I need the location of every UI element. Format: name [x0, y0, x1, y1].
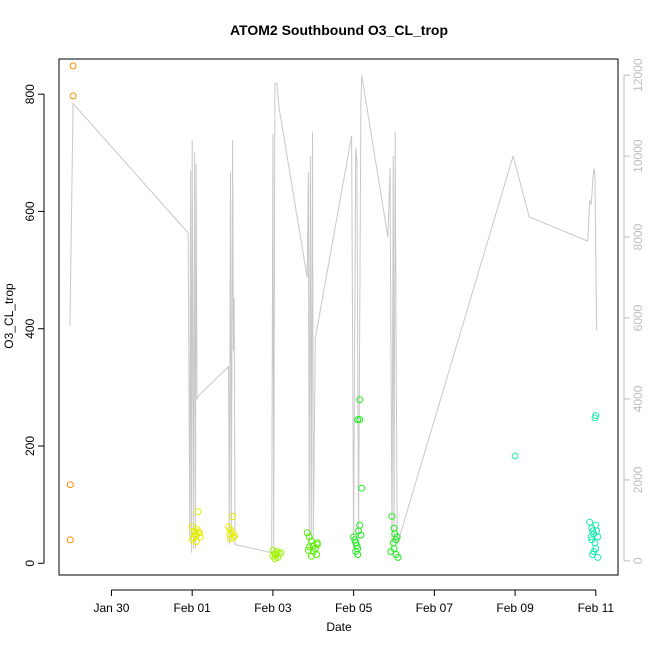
data-point — [586, 518, 594, 526]
x-tick-label: Jan 30 — [93, 601, 129, 615]
data-point — [356, 521, 364, 529]
y2-tick-label: 2000 — [631, 466, 645, 493]
data-point — [511, 452, 519, 460]
data-point — [356, 396, 364, 404]
axes-layer: Jan 30 Feb 01 Feb 03 Feb 05 Feb 07 Feb 09 Feb … — [23, 58, 645, 615]
y-tick-label: 800 — [23, 84, 37, 104]
y-tick-label: 200 — [23, 436, 37, 456]
data-point — [354, 416, 362, 424]
plot-frame — [58, 58, 619, 576]
data-point — [269, 546, 277, 554]
y2-tick-label: 8000 — [631, 223, 645, 250]
plot-border — [58, 58, 619, 576]
data-point — [66, 481, 74, 489]
data-point — [66, 536, 74, 544]
y2-tick-label: 10000 — [631, 139, 645, 173]
data-point — [594, 533, 602, 541]
data-point — [589, 551, 597, 558]
x-tick-label: Feb 05 — [335, 601, 373, 615]
data-point — [69, 62, 77, 70]
data-point — [594, 553, 602, 561]
x-tick-label: Feb 03 — [254, 601, 292, 615]
x-axis-label: Date — [326, 620, 352, 634]
data-point — [188, 536, 196, 544]
data-point — [313, 539, 321, 547]
data-point — [388, 512, 396, 520]
data-point — [351, 536, 359, 544]
data-point — [196, 533, 204, 541]
data-point — [192, 538, 200, 546]
y2-tick-label: 0 — [631, 557, 645, 564]
x-tick-label: Feb 11 — [578, 601, 615, 615]
x-tick-label: Feb 09 — [496, 601, 534, 615]
data-point — [196, 529, 203, 537]
data-point — [393, 533, 401, 541]
data-point — [307, 552, 315, 560]
line-series — [69, 75, 598, 554]
y2-tick-label: 4000 — [631, 385, 645, 412]
data-point — [69, 92, 77, 100]
data-point — [358, 484, 366, 492]
data-point — [303, 529, 311, 537]
y-tick-label: 400 — [23, 318, 37, 338]
line-series-layer — [69, 75, 598, 554]
x-tick-label: Feb 01 — [174, 601, 212, 615]
y-tick-label: 0 — [23, 560, 37, 567]
data-point — [356, 416, 364, 424]
points-layer — [66, 62, 602, 563]
data-point — [587, 533, 595, 541]
y2-tick-label: 6000 — [631, 304, 645, 331]
data-point — [226, 530, 234, 538]
y2-tick-label: 12000 — [631, 58, 645, 92]
data-point — [387, 548, 395, 555]
data-point — [305, 543, 313, 551]
data-point — [271, 555, 279, 563]
data-point — [194, 508, 202, 516]
y-tick-label: 600 — [23, 201, 37, 221]
data-point — [357, 531, 365, 539]
data-point — [229, 534, 237, 541]
data-point — [277, 549, 285, 557]
y-axis-label: O3_CL_trop — [2, 283, 16, 349]
chart-title: ATOM2 Southbound O3_CL_trop — [230, 22, 448, 38]
data-point — [304, 546, 312, 554]
data-point — [229, 512, 237, 520]
data-point — [592, 412, 600, 419]
data-point — [394, 553, 402, 561]
x-tick-label: Feb 07 — [416, 601, 454, 615]
data-point — [305, 533, 313, 541]
data-point — [354, 551, 362, 558]
